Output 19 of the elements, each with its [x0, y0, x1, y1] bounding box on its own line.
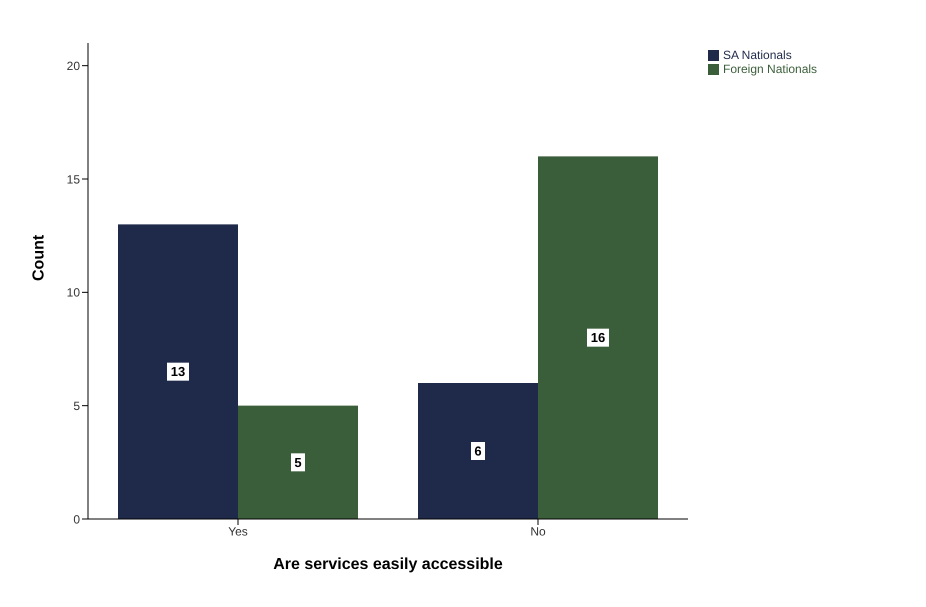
x-axis-title: Are services easily accessible — [273, 556, 503, 573]
y-tick-label: 10 — [66, 286, 80, 300]
data-label: 13 — [170, 364, 186, 380]
x-tick-label: No — [530, 524, 546, 539]
x-tick-label: Yes — [228, 524, 248, 539]
y-axis-title: Count — [30, 234, 48, 281]
y-tick-label: 15 — [66, 172, 80, 186]
bar — [118, 224, 238, 519]
y-tick-label: 20 — [66, 58, 80, 73]
data-label: 5 — [294, 454, 302, 470]
y-tick-label: 0 — [73, 512, 80, 526]
legend-label: Foreign Nationals — [723, 62, 818, 76]
legend-label: SA Nationals — [723, 48, 792, 62]
bar — [238, 406, 358, 519]
bar — [418, 383, 538, 519]
data-label: 16 — [590, 330, 606, 346]
bar — [538, 156, 658, 519]
y-tick-label: 5 — [73, 398, 80, 413]
data-label: 6 — [474, 444, 482, 458]
